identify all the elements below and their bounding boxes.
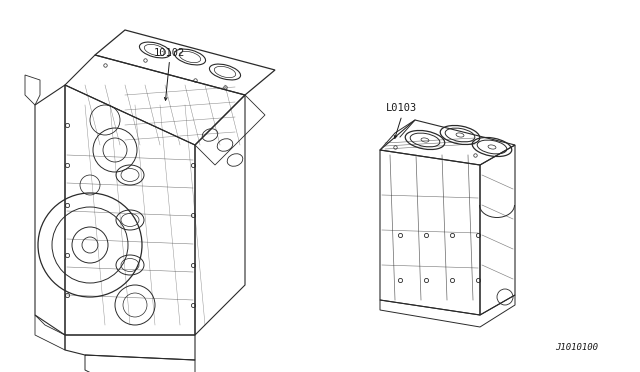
Text: J1010100: J1010100 xyxy=(556,343,598,352)
Text: 10102: 10102 xyxy=(154,48,185,58)
Text: L0103: L0103 xyxy=(387,103,417,113)
